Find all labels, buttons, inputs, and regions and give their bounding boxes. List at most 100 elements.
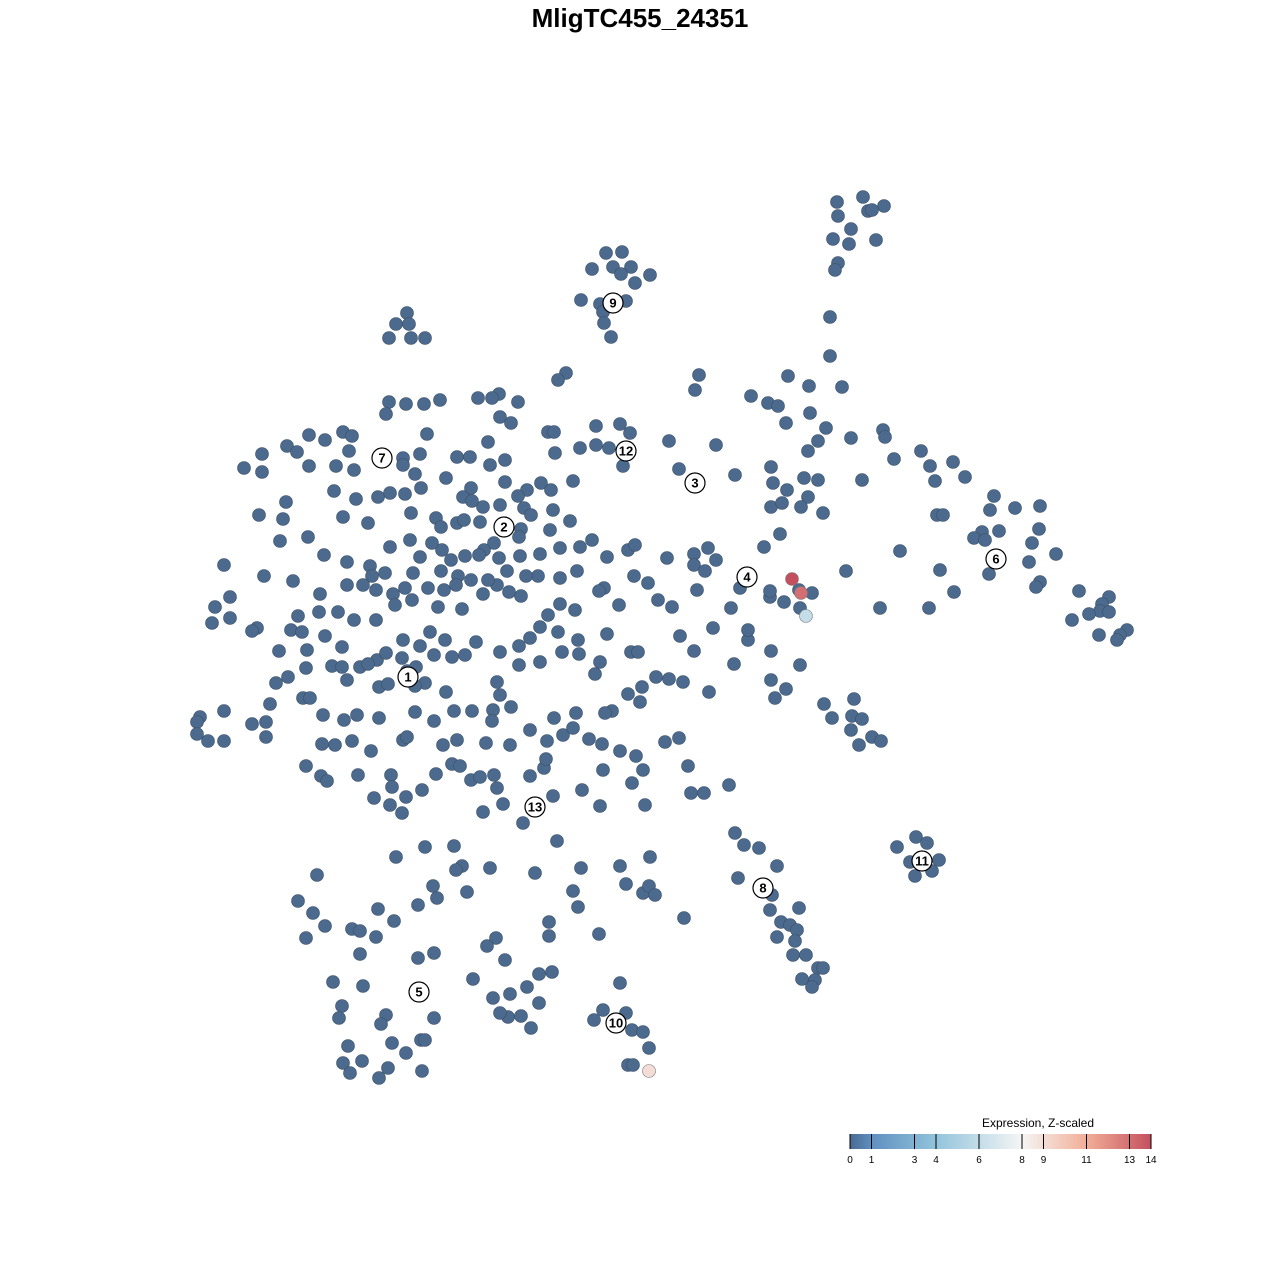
data-point <box>545 965 559 979</box>
data-point <box>511 395 525 409</box>
data-point <box>437 583 451 597</box>
cluster-label-badge <box>408 981 430 1003</box>
data-point <box>389 850 403 864</box>
data-point <box>539 752 553 766</box>
data-point <box>587 1013 601 1027</box>
data-point <box>408 467 422 481</box>
data-point <box>566 474 580 488</box>
data-point <box>347 463 361 477</box>
data-point <box>947 585 961 599</box>
data-point <box>524 1021 538 1035</box>
data-point <box>396 458 410 472</box>
data-point <box>512 639 526 653</box>
data-point <box>569 706 583 720</box>
data-point <box>516 816 530 830</box>
data-point <box>413 447 427 461</box>
data-point <box>793 658 807 672</box>
data-point <box>315 737 329 751</box>
data-point <box>992 524 1006 538</box>
data-point <box>263 697 277 711</box>
data-point <box>779 416 793 430</box>
data-point <box>431 600 445 614</box>
data-point <box>340 555 354 569</box>
data-point <box>316 708 330 722</box>
data-point <box>396 633 410 647</box>
data-point <box>887 452 901 466</box>
data-point <box>987 489 1001 503</box>
data-point <box>585 533 599 547</box>
data-point <box>563 514 577 528</box>
data-point <box>345 734 359 748</box>
data-point <box>384 768 398 782</box>
data-point <box>523 769 537 783</box>
data-point <box>455 602 469 616</box>
data-point <box>697 786 711 800</box>
data-point <box>347 613 361 627</box>
data-point <box>486 991 500 1005</box>
cluster-label: 8 <box>752 877 774 899</box>
data-point <box>313 587 327 601</box>
cluster-label: 5 <box>408 981 430 1003</box>
data-point <box>403 533 417 547</box>
cluster-label: 13 <box>524 796 546 818</box>
data-point <box>531 569 545 583</box>
data-point <box>665 600 679 614</box>
data-point <box>447 839 461 853</box>
data-point <box>547 711 561 725</box>
data-point <box>476 805 490 819</box>
data-point <box>702 685 716 699</box>
data-point <box>541 608 555 622</box>
data-point <box>418 331 432 345</box>
data-point <box>873 601 887 615</box>
data-point <box>487 768 501 782</box>
cluster-label: 7 <box>371 447 393 469</box>
data-point <box>777 595 791 609</box>
data-point <box>342 444 356 458</box>
data-point <box>423 625 437 639</box>
data-point <box>641 576 655 590</box>
data-point <box>844 222 858 236</box>
data-point <box>190 715 204 729</box>
data-point <box>418 1033 432 1047</box>
data-point <box>361 657 375 671</box>
data-point <box>932 853 946 867</box>
cluster-label: 10 <box>605 1012 627 1034</box>
data-point <box>520 980 534 994</box>
data-point <box>648 888 662 902</box>
data-point <box>623 426 637 440</box>
data-point <box>779 682 793 696</box>
data-point <box>300 643 314 657</box>
data-point <box>801 444 815 458</box>
data-point <box>223 590 237 604</box>
data-point <box>335 660 349 674</box>
data-point <box>427 1011 441 1025</box>
data-point <box>978 533 992 547</box>
data-point <box>223 611 237 625</box>
data-point <box>435 543 449 557</box>
data-point <box>465 704 479 718</box>
data-point <box>341 1039 355 1053</box>
data-point <box>847 692 861 706</box>
data-point <box>318 919 332 933</box>
legend-tick-label: 11 <box>1081 1155 1092 1166</box>
data-point <box>356 578 370 592</box>
data-point <box>395 651 409 665</box>
data-point <box>571 900 585 914</box>
data-point <box>379 407 393 421</box>
data-point <box>245 717 259 731</box>
data-point <box>555 645 569 659</box>
data-point <box>291 609 305 623</box>
data-point <box>566 721 580 735</box>
data-point <box>788 934 802 948</box>
data-point <box>877 199 891 213</box>
data-point <box>844 431 858 445</box>
data-point <box>524 508 538 522</box>
data-point <box>839 564 853 578</box>
data-point <box>383 486 397 500</box>
data-point <box>551 625 565 639</box>
data-point <box>433 393 447 407</box>
data-point <box>706 621 720 635</box>
data-point <box>485 391 499 405</box>
cluster-label-text: 5 <box>415 985 422 1000</box>
data-point <box>343 1066 357 1080</box>
